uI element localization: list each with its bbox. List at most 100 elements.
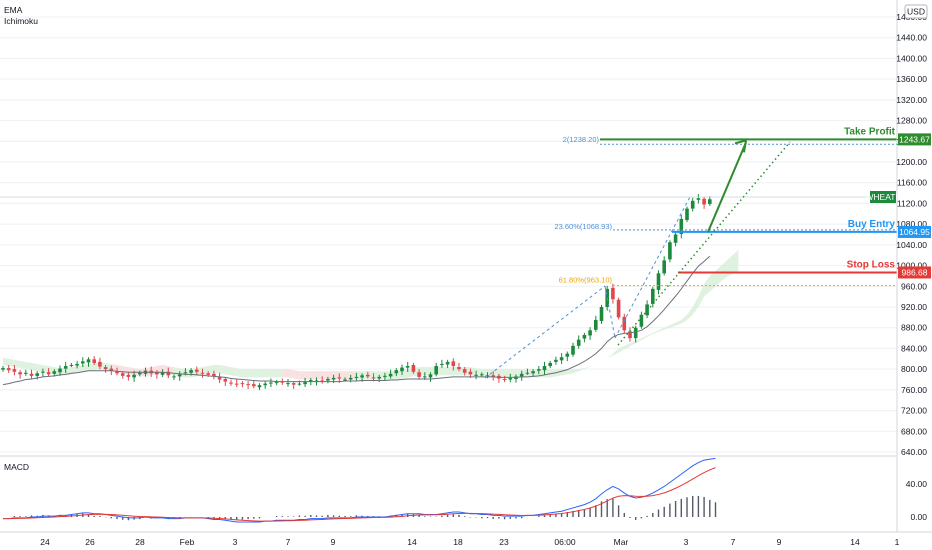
candle-body bbox=[189, 370, 193, 373]
cloud-segment bbox=[128, 367, 135, 376]
cloud-segment bbox=[692, 296, 699, 315]
candle-body bbox=[434, 366, 438, 375]
cloud-segment bbox=[37, 363, 43, 373]
candle-body bbox=[348, 377, 353, 380]
time-tick-label: 06:00 bbox=[554, 537, 576, 547]
candle-body bbox=[690, 200, 695, 209]
candle-body bbox=[599, 307, 604, 321]
indicator-ichimoku-label[interactable]: Ichimoku bbox=[4, 16, 38, 26]
price-tick-label: 1280.00 bbox=[896, 116, 927, 126]
candle-body bbox=[668, 242, 672, 260]
candle-body bbox=[622, 316, 627, 331]
cloud-segment bbox=[510, 369, 516, 378]
candle-body bbox=[616, 299, 621, 318]
candle-body bbox=[708, 199, 712, 204]
candle-body bbox=[502, 378, 507, 381]
fib-618-label: 61.80%(963.10) bbox=[559, 276, 613, 285]
cloud-segment bbox=[652, 330, 659, 334]
trade-drawings[interactable]: Take Profit Buy Entry Stop Loss 2(1238.20) 2… bbox=[0, 126, 897, 379]
candle-body bbox=[257, 385, 262, 388]
price-tick-label: 1320.00 bbox=[896, 95, 927, 105]
candle-body bbox=[702, 198, 706, 205]
price-tick-label: 1000.00 bbox=[896, 261, 927, 271]
candle-body bbox=[63, 366, 68, 369]
time-tick-label: 26 bbox=[85, 537, 95, 547]
cloud-segment bbox=[14, 359, 21, 369]
indicator-ema-label[interactable]: EMA bbox=[4, 5, 23, 15]
candle-body bbox=[303, 382, 307, 385]
cloud-segment bbox=[236, 368, 243, 378]
candle-body bbox=[383, 375, 387, 377]
candle-body bbox=[320, 380, 324, 382]
cloud-segment bbox=[726, 255, 733, 277]
price-tick-label: 1360.00 bbox=[896, 74, 927, 84]
cloud-segment bbox=[145, 367, 152, 377]
macd-label[interactable]: MACD bbox=[4, 462, 29, 472]
candle-body bbox=[582, 334, 587, 339]
buy-entry-label: Buy Entry bbox=[848, 219, 896, 230]
cloud-segment bbox=[578, 368, 585, 372]
candle-body bbox=[12, 369, 17, 372]
candle-body bbox=[451, 361, 456, 367]
target-arrow-head bbox=[734, 139, 747, 153]
price-tick-label: 1120.00 bbox=[897, 198, 927, 208]
candle-body bbox=[86, 359, 91, 363]
time-tick-label: 3 bbox=[233, 537, 238, 547]
cloud-segment bbox=[493, 369, 499, 378]
cloud-segment bbox=[82, 363, 89, 373]
candle-body bbox=[229, 382, 233, 384]
take-profit-tag: 1243.67 bbox=[899, 134, 930, 144]
candle-body bbox=[411, 365, 416, 372]
candle-body bbox=[537, 369, 541, 371]
cloud-segment bbox=[441, 367, 448, 376]
cloud-segment bbox=[624, 343, 630, 350]
cloud-segment bbox=[25, 361, 32, 371]
candle-body bbox=[468, 371, 473, 375]
ema-line bbox=[2, 255, 711, 386]
cloud-segment bbox=[242, 369, 249, 378]
candle-body bbox=[92, 359, 96, 363]
price-axis[interactable]: 1480.001440.001400.001360.001320.001280.… bbox=[896, 12, 927, 457]
price-tick-label: 680.00 bbox=[901, 426, 927, 436]
time-tick-label: 9 bbox=[331, 537, 336, 547]
cloud-segment bbox=[42, 365, 49, 374]
cloud-segment bbox=[447, 367, 454, 376]
cloud-segment bbox=[20, 360, 26, 370]
price-tick-label: 1160.00 bbox=[897, 178, 927, 188]
candle-body bbox=[126, 374, 131, 377]
candle-body bbox=[611, 287, 615, 300]
candle-body bbox=[75, 363, 79, 366]
candle-body bbox=[508, 377, 513, 380]
cloud-segment bbox=[253, 369, 260, 378]
time-tick-label: 9 bbox=[777, 537, 782, 547]
candle-body bbox=[177, 374, 182, 377]
time-tick-label: 7 bbox=[731, 537, 736, 547]
macd-tick-label: 40.00 bbox=[906, 479, 928, 489]
candle-body bbox=[405, 366, 410, 368]
cloud-segment bbox=[305, 371, 311, 380]
cloud-segment bbox=[424, 367, 431, 376]
cloud-segment bbox=[88, 362, 95, 372]
candle-body bbox=[462, 369, 467, 373]
cloud-segment bbox=[715, 265, 722, 287]
candle-body bbox=[217, 376, 222, 380]
cloud-segment bbox=[595, 361, 602, 364]
candle-body bbox=[41, 371, 45, 373]
candle-body bbox=[246, 384, 250, 386]
currency-badge[interactable] bbox=[904, 4, 928, 19]
candle-body bbox=[326, 378, 330, 381]
time-tick-label: 24 bbox=[40, 537, 50, 547]
time-tick-label: Feb bbox=[180, 537, 195, 547]
cloud-segment bbox=[402, 369, 408, 379]
candle-body bbox=[679, 218, 684, 234]
stop-loss-tag: 986.68 bbox=[902, 267, 928, 277]
candle-body bbox=[274, 382, 279, 384]
cloud-segment bbox=[481, 369, 488, 378]
price-tick-label: 1040.00 bbox=[896, 240, 927, 250]
candle-body bbox=[662, 260, 666, 274]
take-profit-tag-bg bbox=[898, 133, 931, 146]
time-axis[interactable]: 24 26 28 Feb 3 7 9 14 18 23 06:00 Mar 3 7 9 14 1 bbox=[40, 537, 899, 547]
signal-line bbox=[3, 467, 716, 522]
candle-body bbox=[360, 375, 364, 378]
